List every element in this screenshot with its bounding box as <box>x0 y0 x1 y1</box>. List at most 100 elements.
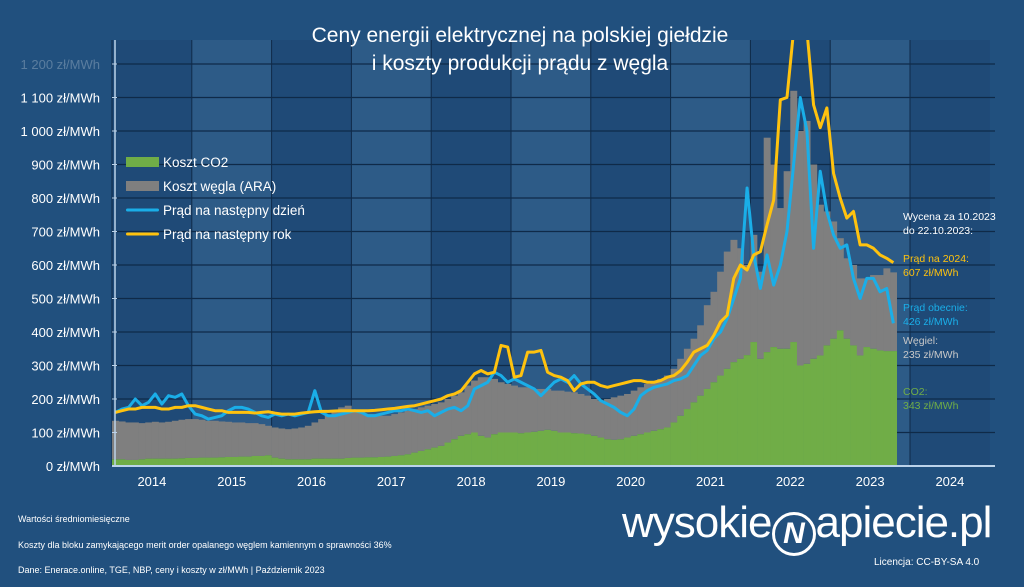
co2-cost-bar <box>484 437 492 466</box>
co2-cost-bar <box>397 455 405 466</box>
co2-cost-bar <box>777 348 784 466</box>
co2-cost-bar <box>723 368 731 466</box>
y-tick-label: 1 100 zł/MWh <box>21 91 100 106</box>
co2-cost-bar <box>504 432 512 466</box>
co2-cost-bar <box>830 338 838 466</box>
co2-cost-bar <box>823 345 831 466</box>
co2-cost-bar <box>391 455 399 466</box>
note-day-ahead-value: 426 zł/MWh <box>903 316 959 328</box>
co2-cost-bar <box>763 352 771 466</box>
coal-cost-bar <box>557 390 565 433</box>
coal-cost-bar <box>324 415 332 459</box>
co2-cost-bar <box>298 459 306 466</box>
coal-cost-bar <box>816 204 824 356</box>
note-co2: CO2: 343 zł/MWh <box>903 385 958 413</box>
coal-cost-bar <box>245 423 252 457</box>
co2-cost-bar <box>604 439 612 466</box>
y-tick-label: 100 zł/MWh <box>31 426 100 441</box>
license: Licencja: CC-BY-SA 4.0 <box>874 557 980 568</box>
co2-cost-bar <box>491 434 498 466</box>
coal-cost-bar <box>344 405 352 458</box>
co2-cost-bar <box>624 437 631 466</box>
coal-cost-bar <box>178 419 186 459</box>
co2-cost-bar <box>411 452 419 466</box>
coal-cost-bar <box>690 338 698 403</box>
coal-cost-bar <box>697 325 705 396</box>
coal-cost-bar <box>131 422 139 460</box>
coal-cost-bar <box>364 414 372 458</box>
year-ahead-price-line <box>114 40 895 416</box>
co2-cost-bar <box>258 455 266 466</box>
co2-cost-bar <box>464 434 472 466</box>
coal-cost-bar <box>823 211 831 346</box>
y-tick-label: 1 200 zł/MWh <box>21 57 100 72</box>
coal-cost-bar <box>876 275 884 351</box>
coal-cost-bar <box>457 392 465 436</box>
co2-cost-bar <box>304 459 312 466</box>
co2-cost-bar <box>384 456 392 466</box>
coal-cost-bar <box>803 120 811 364</box>
coal-cost-bar <box>683 348 691 410</box>
co2-cost-bar <box>550 430 558 466</box>
coal-cost-bar <box>198 419 206 458</box>
year-band <box>351 40 432 466</box>
coal-cost-bar <box>397 412 405 456</box>
coal-cost-bar <box>384 415 392 457</box>
co2-cost-bar <box>836 330 844 466</box>
year-band <box>910 40 990 466</box>
note-heading: Wycena za 10.2023 do 22.10.2023: <box>903 210 996 238</box>
co2-cost-bar <box>843 338 851 466</box>
co2-cost-bar <box>185 457 193 466</box>
coal-cost-bar <box>577 393 585 434</box>
legend-co2-swatch <box>126 157 159 167</box>
co2-cost-bar <box>284 459 292 466</box>
coal-cost-bar <box>677 358 685 416</box>
co2-cost-bar <box>351 457 359 466</box>
coal-cost-bar <box>637 387 645 435</box>
co2-cost-bar <box>790 342 798 466</box>
co2-cost-bar <box>650 430 658 466</box>
coal-cost-bar <box>783 171 791 349</box>
legend-year-ahead-label: Prąd na następny rok <box>163 227 292 242</box>
co2-cost-bar <box>637 434 645 466</box>
co2-cost-bar <box>863 347 871 466</box>
co2-cost-bar <box>437 445 445 466</box>
co2-cost-bar <box>803 363 811 466</box>
coal-cost-bar <box>231 422 239 457</box>
coal-cost-bar <box>530 388 538 432</box>
co2-cost-bar <box>737 358 745 466</box>
logo-right: apiecie.pl <box>815 498 993 547</box>
legend-coal-label: Koszt węgla (ARA) <box>163 179 276 194</box>
co2-cost-bar <box>131 459 139 466</box>
coal-cost-bar <box>477 377 485 436</box>
y-tick-label: 800 zł/MWh <box>31 191 100 206</box>
co2-cost-bar <box>451 439 459 466</box>
footer-line-3: Dane: Enerace.online, TGE, NBP, ceny i k… <box>18 565 325 575</box>
y-tick-label: 600 zł/MWh <box>31 258 100 273</box>
lightning-logo-icon: N <box>771 512 816 556</box>
co2-cost-bar <box>750 342 758 466</box>
coal-cost-bar <box>497 382 505 433</box>
x-tick-label: 2018 <box>457 474 486 489</box>
co2-cost-bar <box>610 439 618 466</box>
co2-cost-bar <box>231 456 239 466</box>
coal-cost-bar <box>311 422 319 459</box>
coal-cost-bar <box>171 420 179 459</box>
co2-cost-bar <box>577 433 585 466</box>
coal-cost-bar <box>298 427 306 460</box>
co2-cost-bar <box>151 458 159 466</box>
co2-cost-bar <box>264 455 272 466</box>
co2-cost-bar <box>245 456 252 466</box>
co2-cost-bar <box>683 409 691 466</box>
note-year-ahead: Prąd na 2024: 607 zł/MWh <box>903 252 969 280</box>
co2-cost-bar <box>630 435 638 466</box>
co2-cost-bar <box>544 429 552 466</box>
coal-cost-bar <box>644 383 651 433</box>
title-line-1: Ceny energii elektrycznej na polskiej gi… <box>311 24 729 47</box>
coal-cost-bar <box>703 305 711 389</box>
coal-cost-bar <box>278 428 286 459</box>
co2-cost-bar <box>663 427 671 466</box>
co2-cost-bar <box>730 362 738 466</box>
areas <box>112 90 897 466</box>
